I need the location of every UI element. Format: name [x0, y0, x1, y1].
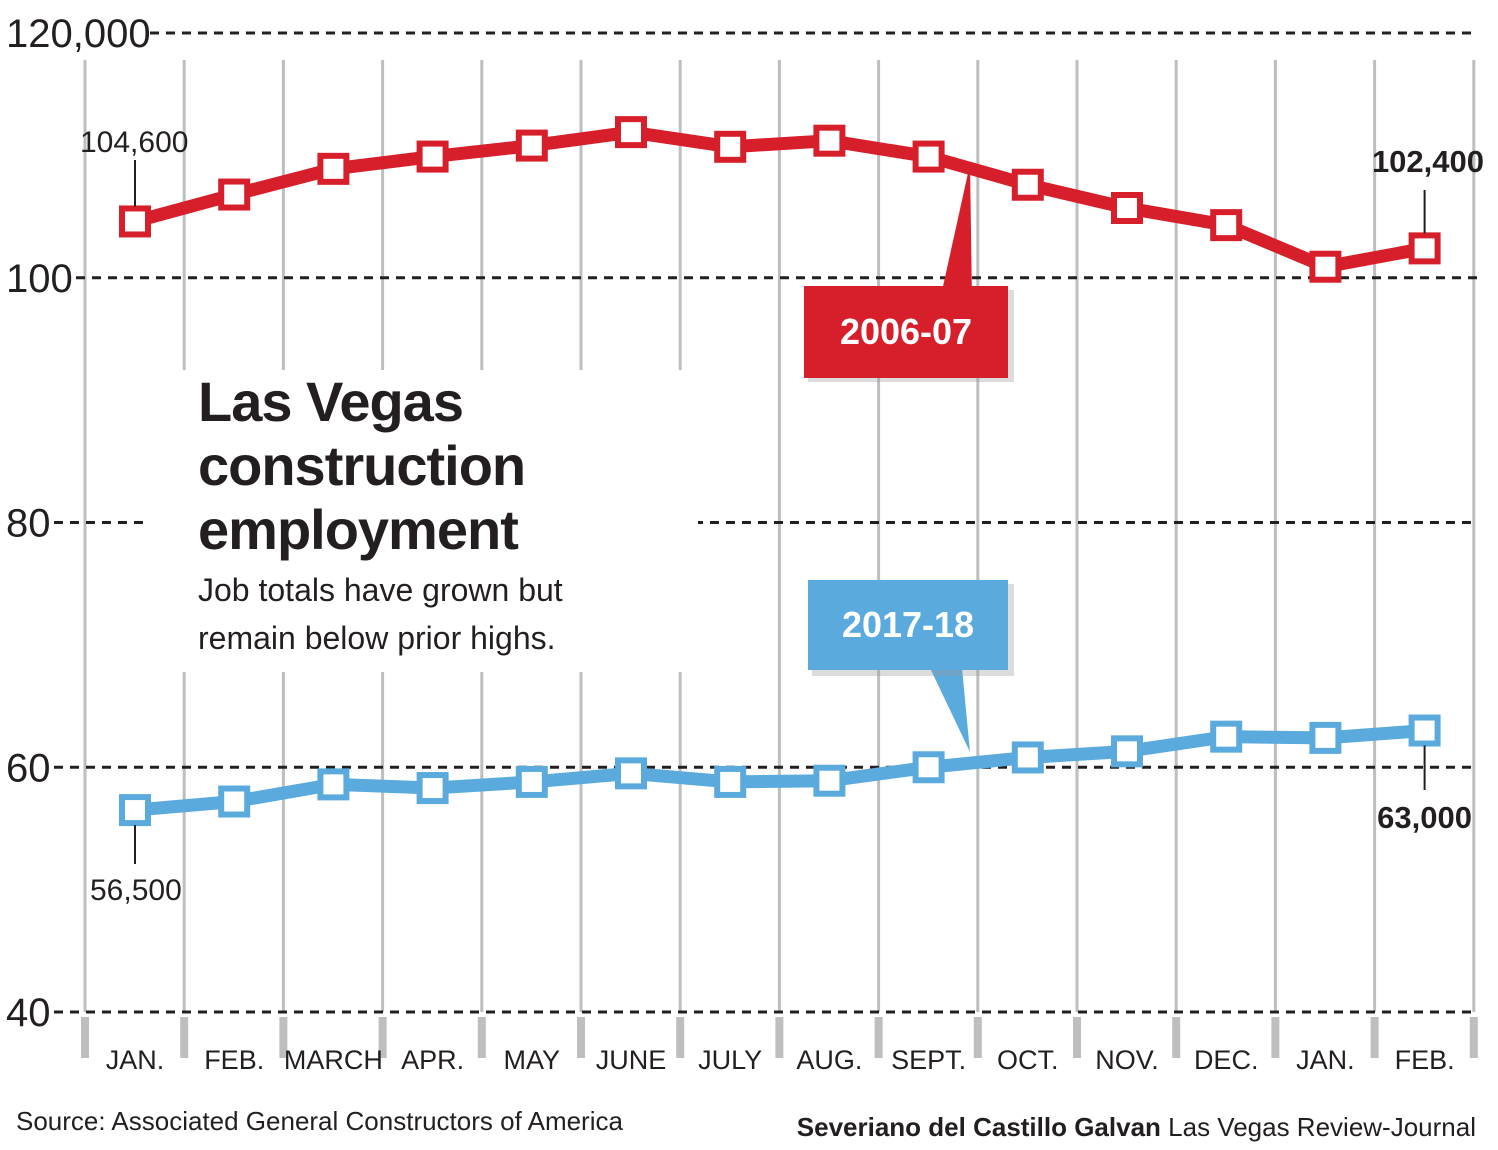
data-point [615, 757, 647, 790]
data-point [615, 116, 647, 149]
end-labels: 104,600 102,400 56,500 63,000 [80, 126, 1484, 907]
data-point [416, 772, 449, 805]
series-callouts: 2006-07 2017-18 [804, 164, 1014, 752]
series-label-2006-07: 2006-07 [840, 311, 972, 352]
callout-pointer [940, 164, 972, 300]
y-tick-label: 40 [6, 991, 51, 1035]
y-tick-label: 100 [6, 257, 73, 301]
data-point [1011, 168, 1044, 201]
data-point [714, 765, 747, 798]
credit-org: Las Vegas Review-Journal [1168, 1112, 1476, 1142]
end-value-label: 102,400 [1372, 144, 1484, 179]
data-point [813, 124, 846, 157]
data-point [515, 129, 548, 162]
y-axis-ticks: 120,000 100 80 60 40 [6, 12, 151, 1035]
data-point [1111, 191, 1143, 224]
x-tick-label: MARCH [284, 1045, 383, 1075]
series-layer [119, 116, 1441, 827]
data-point [1111, 735, 1143, 768]
data-point [416, 140, 449, 173]
data-point [317, 768, 350, 801]
data-point [714, 130, 747, 163]
x-axis-ticks: JAN. FEB. MARCH APR. MAY JUNE JULY AUG. SEPT. OCT… [106, 1045, 1455, 1075]
data-point [813, 764, 846, 797]
y-tick-label: 80 [6, 502, 51, 546]
callout-pointer [930, 668, 970, 752]
end-value-label: 63,000 [1377, 800, 1472, 835]
x-tick-label: OCT. [997, 1045, 1059, 1075]
x-tick-label: NOV. [1095, 1045, 1159, 1075]
x-tick-label: JAN. [106, 1045, 165, 1075]
x-tick-label: JAN. [1296, 1045, 1355, 1075]
x-tick-label: MAY [504, 1045, 561, 1075]
data-point [912, 140, 945, 173]
data-point [1408, 714, 1441, 747]
y-tick-label: 60 [6, 746, 51, 790]
data-point [1309, 250, 1342, 283]
x-tick-label: APR. [401, 1045, 464, 1075]
x-tick-label: JULY [698, 1045, 762, 1075]
credit-line: Severiano del Castillo Galvan Las Vegas … [797, 1112, 1476, 1143]
series-line [133, 125, 1426, 274]
series-line [134, 724, 1426, 817]
start-value-label: 104,600 [80, 126, 188, 159]
data-point [912, 751, 945, 784]
data-point [218, 785, 251, 818]
data-point [119, 205, 151, 238]
title-block: Las Vegas construction employment Job to… [150, 370, 698, 672]
x-tick-label: SEPT. [891, 1045, 966, 1075]
credit-name: Severiano del Castillo Galvan [796, 1112, 1161, 1142]
data-point [1011, 741, 1044, 774]
y-tick-label: 120,000 [6, 12, 151, 56]
data-point [119, 794, 151, 827]
chart-title: Las Vegas construction employment [198, 370, 526, 561]
data-point [317, 152, 350, 185]
horizontal-gridlines [54, 31, 1478, 1014]
x-tick-label: DEC. [1194, 1045, 1259, 1075]
series-label-2017-18: 2017-18 [842, 604, 974, 645]
source-note: Source: Associated General Constructors … [16, 1106, 623, 1136]
x-tick-label: AUG. [796, 1045, 862, 1075]
data-point [1408, 232, 1441, 265]
data-point [1210, 209, 1243, 242]
data-point [1210, 720, 1243, 753]
chart-subtitle: Job totals have grown but remain below p… [198, 572, 563, 656]
start-value-label: 56,500 [90, 874, 182, 907]
callout-box [808, 580, 1008, 670]
data-point [515, 765, 548, 798]
x-tick-label: JUNE [596, 1045, 667, 1075]
data-point [218, 178, 251, 211]
data-point [1309, 721, 1342, 754]
x-tick-label: FEB. [204, 1045, 264, 1075]
x-tick-label: FEB. [1395, 1045, 1455, 1075]
callout-box [804, 286, 1008, 378]
